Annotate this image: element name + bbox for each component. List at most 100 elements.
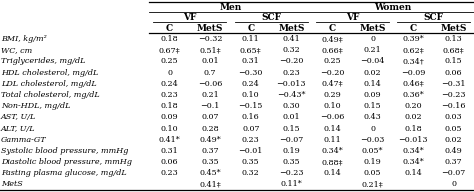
Text: Women: Women xyxy=(374,3,411,12)
Text: 0.11*: 0.11* xyxy=(281,180,302,189)
Text: LDL cholesterol, mg/dL: LDL cholesterol, mg/dL xyxy=(1,80,97,88)
Text: 0.15: 0.15 xyxy=(283,125,300,132)
Text: −0.20: −0.20 xyxy=(320,69,344,77)
Text: 0.68‡: 0.68‡ xyxy=(443,46,465,54)
Text: 0.07: 0.07 xyxy=(201,113,219,121)
Text: 0.25: 0.25 xyxy=(323,57,341,65)
Text: 0.23: 0.23 xyxy=(242,136,260,144)
Text: 0.41*: 0.41* xyxy=(159,136,181,144)
Text: −0.013: −0.013 xyxy=(398,136,428,144)
Text: 0.49*: 0.49* xyxy=(199,136,221,144)
Text: 0.32: 0.32 xyxy=(242,169,260,177)
Text: 0.05: 0.05 xyxy=(445,125,463,132)
Text: 0.35: 0.35 xyxy=(283,158,300,166)
Text: 0.31: 0.31 xyxy=(242,57,260,65)
Text: −0.32: −0.32 xyxy=(198,35,222,43)
Text: C: C xyxy=(247,24,255,33)
Text: 0.16: 0.16 xyxy=(242,113,260,121)
Text: 0.32: 0.32 xyxy=(283,46,300,54)
Text: −0.1: −0.1 xyxy=(201,102,220,110)
Text: −0.09: −0.09 xyxy=(401,69,425,77)
Text: 0.10: 0.10 xyxy=(161,125,178,132)
Text: Men: Men xyxy=(219,3,242,12)
Text: 0.37: 0.37 xyxy=(445,158,463,166)
Text: 0.29: 0.29 xyxy=(323,91,341,99)
Text: 0.10: 0.10 xyxy=(323,102,341,110)
Text: 0.14: 0.14 xyxy=(323,169,341,177)
Text: 0: 0 xyxy=(370,125,375,132)
Text: 0.39*: 0.39* xyxy=(402,35,424,43)
Text: 0.23: 0.23 xyxy=(161,169,179,177)
Text: WC, cm: WC, cm xyxy=(1,46,32,54)
Text: 0.02: 0.02 xyxy=(364,69,382,77)
Text: −0.20: −0.20 xyxy=(279,57,303,65)
Text: −0.23: −0.23 xyxy=(279,169,304,177)
Text: MetS: MetS xyxy=(197,24,223,33)
Text: 0.28: 0.28 xyxy=(201,125,219,132)
Text: Systolic blood pressure, mmHg: Systolic blood pressure, mmHg xyxy=(1,147,128,155)
Text: 0.03: 0.03 xyxy=(445,113,463,121)
Text: Total cholesterol, mg/dL: Total cholesterol, mg/dL xyxy=(1,91,100,99)
Text: 0.18: 0.18 xyxy=(161,35,178,43)
Text: MetS: MetS xyxy=(278,24,305,33)
Text: 0.41‡: 0.41‡ xyxy=(199,180,221,189)
Text: 0.02: 0.02 xyxy=(445,136,463,144)
Text: 0.49‡: 0.49‡ xyxy=(321,35,343,43)
Text: 0.45*: 0.45* xyxy=(200,169,221,177)
Text: 0.02: 0.02 xyxy=(404,113,422,121)
Text: 0.18: 0.18 xyxy=(404,125,422,132)
Text: 0.21: 0.21 xyxy=(201,91,219,99)
Text: 0.06: 0.06 xyxy=(445,69,463,77)
Text: HDL cholesterol, mg/dL: HDL cholesterol, mg/dL xyxy=(1,69,98,77)
Text: −0.04: −0.04 xyxy=(360,57,385,65)
Text: −0.23: −0.23 xyxy=(441,91,466,99)
Text: MetS: MetS xyxy=(359,24,386,33)
Text: 0.66‡: 0.66‡ xyxy=(321,46,343,54)
Text: Diastolic blood pressure, mmHg: Diastolic blood pressure, mmHg xyxy=(1,158,132,166)
Text: 0.14: 0.14 xyxy=(404,169,422,177)
Text: −0.31: −0.31 xyxy=(441,80,466,88)
Text: 0.46‡: 0.46‡ xyxy=(402,80,424,88)
Text: 0.25: 0.25 xyxy=(161,57,178,65)
Text: 0.14: 0.14 xyxy=(323,125,341,132)
Text: 0.30: 0.30 xyxy=(283,102,300,110)
Text: 0.18: 0.18 xyxy=(161,102,178,110)
Text: VF: VF xyxy=(346,13,359,22)
Text: 0.34*: 0.34* xyxy=(402,158,424,166)
Text: Gamma-GT: Gamma-GT xyxy=(1,136,46,144)
Text: 0.20: 0.20 xyxy=(404,102,422,110)
Text: Non-HDL, mg/dL: Non-HDL, mg/dL xyxy=(1,102,71,110)
Text: 0: 0 xyxy=(370,35,375,43)
Text: −0.07: −0.07 xyxy=(442,169,466,177)
Text: BMI, kg/m²: BMI, kg/m² xyxy=(1,35,47,43)
Text: C: C xyxy=(328,24,336,33)
Text: 0.01: 0.01 xyxy=(201,57,219,65)
Text: 0.13: 0.13 xyxy=(445,35,463,43)
Text: 0.07: 0.07 xyxy=(242,125,260,132)
Text: 0.10: 0.10 xyxy=(242,91,260,99)
Text: VF: VF xyxy=(183,13,197,22)
Text: −0.07: −0.07 xyxy=(279,136,303,144)
Text: AST, U/L: AST, U/L xyxy=(1,113,36,121)
Text: 0.24: 0.24 xyxy=(161,80,179,88)
Text: −0.16: −0.16 xyxy=(441,102,466,110)
Text: 0.62‡: 0.62‡ xyxy=(402,46,424,54)
Text: 0.49: 0.49 xyxy=(445,147,463,155)
Text: 0.06: 0.06 xyxy=(161,158,178,166)
Text: −0.15: −0.15 xyxy=(238,102,263,110)
Text: 0.43: 0.43 xyxy=(364,113,382,121)
Text: 0.67‡: 0.67‡ xyxy=(159,46,181,54)
Text: ALT, U/L: ALT, U/L xyxy=(1,125,36,132)
Text: 0.34†: 0.34† xyxy=(402,57,424,65)
Text: 0.19: 0.19 xyxy=(364,158,382,166)
Text: SCF: SCF xyxy=(423,13,443,22)
Text: 0.88‡: 0.88‡ xyxy=(321,158,343,166)
Text: Triglycerides, mg/dL: Triglycerides, mg/dL xyxy=(1,57,85,65)
Text: 0.15: 0.15 xyxy=(364,102,382,110)
Text: MetS: MetS xyxy=(1,180,23,189)
Text: 0.41: 0.41 xyxy=(283,35,300,43)
Text: 0.35: 0.35 xyxy=(201,158,219,166)
Text: 0: 0 xyxy=(451,180,456,189)
Text: 0.36*: 0.36* xyxy=(402,91,424,99)
Text: 0.35: 0.35 xyxy=(242,158,260,166)
